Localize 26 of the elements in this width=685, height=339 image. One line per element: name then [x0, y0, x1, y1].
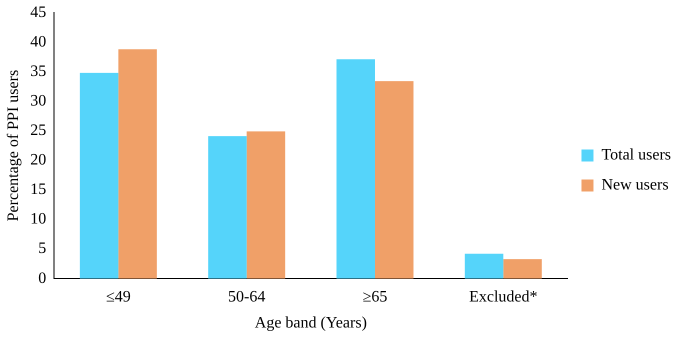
bar — [336, 59, 375, 279]
x-axis-title: Age band (Years) — [254, 314, 367, 332]
y-tick-label: 40 — [30, 33, 46, 50]
legend-label: New users — [601, 176, 669, 194]
legend-label: Total users — [601, 146, 671, 164]
y-tick-label: 35 — [30, 62, 46, 80]
y-tick-label: 15 — [30, 181, 46, 198]
y-tick-label: 20 — [30, 152, 46, 169]
y-tick-label: 5 — [38, 240, 46, 258]
y-tick-label: 0 — [38, 270, 46, 287]
y-tick-label: 45 — [30, 4, 46, 21]
bar — [374, 81, 414, 279]
bar — [246, 131, 286, 279]
y-axis-title: Percentage of PPI users — [4, 70, 22, 222]
bar — [80, 72, 118, 279]
x-tick-label: 50-64 — [228, 288, 266, 306]
x-tick-label: Excluded* — [469, 288, 538, 306]
bar — [208, 136, 247, 279]
x-tick-label: ≥65 — [362, 288, 388, 306]
bar — [118, 49, 157, 279]
bar — [503, 259, 542, 279]
x-tick-label: ≤49 — [106, 288, 131, 306]
bar — [464, 254, 504, 279]
y-tick-label: 10 — [30, 210, 46, 228]
y-tick-label: 25 — [30, 122, 46, 140]
y-tick-label: 30 — [30, 92, 46, 110]
